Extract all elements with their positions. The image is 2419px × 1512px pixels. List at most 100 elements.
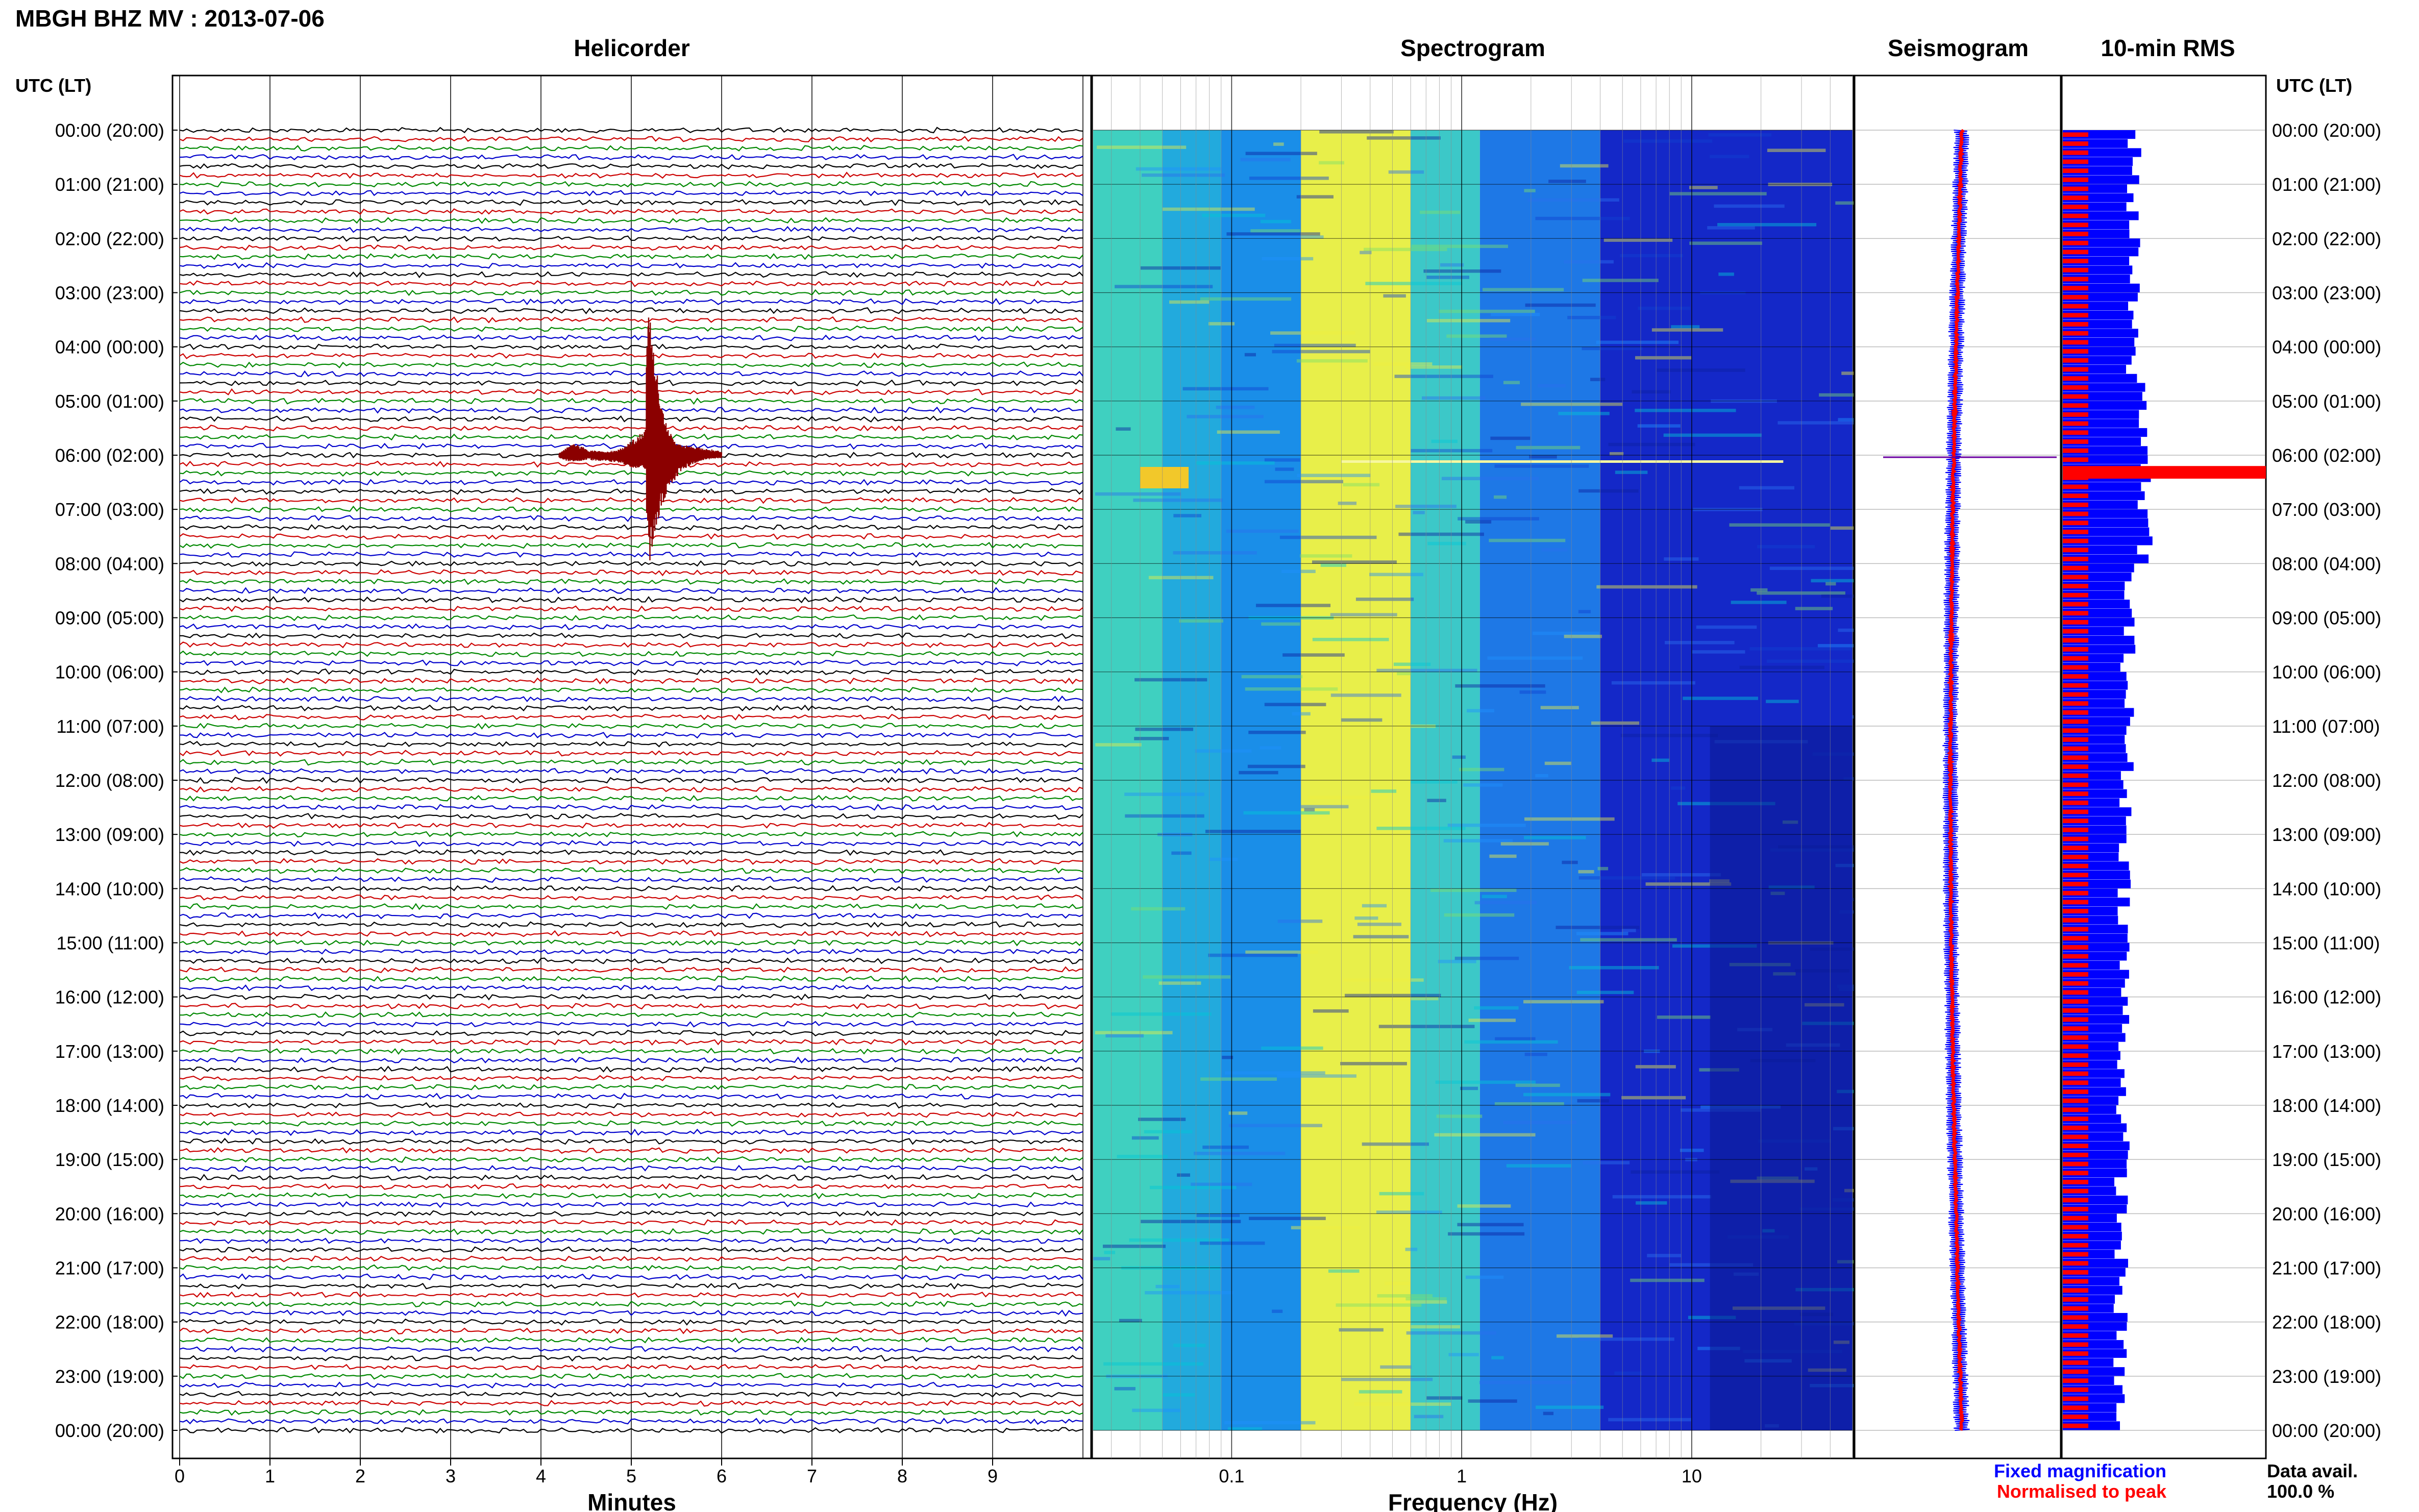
spectrogram-texture <box>1173 1344 1206 1347</box>
helicorder-trace <box>179 1427 1083 1434</box>
spectrogram-texture <box>1235 235 1324 239</box>
time-label-left: 00:00 (20:00) <box>55 120 164 141</box>
spectrogram-texture <box>1506 1164 1571 1168</box>
helicorder-trace <box>179 1084 1083 1091</box>
helicorder-trace <box>179 235 1083 242</box>
helicorder-trace <box>180 632 1083 639</box>
spectrogram-texture <box>1430 888 1517 892</box>
spectrogram-texture <box>1710 155 1749 159</box>
spectrogram-texture <box>1402 1325 1461 1329</box>
helicorder-trace <box>179 334 1083 341</box>
spectrogram-texture <box>1657 368 1745 372</box>
spectrogram-texture <box>1766 700 1799 703</box>
rms-bar-normalised <box>2063 1360 2088 1365</box>
rms-bar-normalised <box>2063 511 2088 516</box>
spectrogram-texture <box>1376 1210 1442 1214</box>
spectrogram-texture <box>1665 641 1735 645</box>
rms-bar-normalised <box>2063 1297 2088 1302</box>
helicorder-trace <box>179 1174 1083 1181</box>
spectrogram-texture <box>1362 904 1387 908</box>
rms-bar-normalised <box>2063 1270 2088 1275</box>
spectrogram-texture <box>1384 1281 1410 1285</box>
helicorder-trace <box>179 370 1083 377</box>
legend-normalised-to-peak: Normalised to peak <box>1997 1481 2167 1502</box>
rms-bar-normalised <box>2063 403 2088 408</box>
spectrogram-texture <box>1436 1114 1483 1118</box>
spectrogram-texture <box>1714 204 1785 208</box>
spectrogram-texture <box>1452 755 1466 759</box>
spectrogram-texture <box>1222 1055 1233 1059</box>
spectrogram-texture <box>1281 569 1316 574</box>
rms-bar-normalised <box>2063 565 2088 571</box>
spectrogram-texture <box>1583 1161 1630 1164</box>
spectrogram-texture <box>1448 1353 1479 1356</box>
time-label-right: 13:00 (09:00) <box>2272 824 2381 845</box>
rms-bar-normalised <box>2063 836 2088 841</box>
time-label-right: 15:00 (11:00) <box>2272 933 2380 954</box>
spectrogram-texture <box>1766 659 1855 663</box>
helicorder-trace <box>179 1164 1083 1172</box>
time-label-left: 10:00 (06:00) <box>55 662 164 683</box>
seismogram-fixed-trace <box>1942 130 1970 1431</box>
helicorder-trace <box>179 406 1083 414</box>
spectrogram-texture <box>1632 390 1671 394</box>
helicorder-trace <box>179 1255 1083 1262</box>
spectrogram-event-broadband <box>1341 460 1784 463</box>
spectrogram-texture <box>1457 1223 1524 1227</box>
helicorder-trace <box>179 804 1083 811</box>
rms-bar-normalised <box>2063 619 2088 625</box>
helicorder-trace <box>179 740 1083 748</box>
spectrogram-texture <box>1411 244 1508 249</box>
spectrogram-texture <box>1569 966 1659 970</box>
rms-bar-normalised <box>2063 1342 2088 1347</box>
spectrogram-texture <box>1307 796 1388 799</box>
spectrogram-texture <box>1380 1365 1412 1369</box>
helicorder-trace <box>179 1192 1083 1200</box>
minute-tick-label: 1 <box>265 1466 275 1486</box>
helicorder-trace <box>179 1120 1083 1127</box>
frequency-tick-label: 0.1 <box>1219 1466 1244 1486</box>
helicorder-trace <box>179 379 1083 387</box>
rms-bar-normalised <box>2063 448 2088 453</box>
rms-bar-normalised <box>2063 529 2088 534</box>
rms-bar-normalised <box>2063 719 2088 724</box>
helicorder-trace <box>179 1346 1083 1353</box>
spectrogram-texture <box>1577 1099 1609 1103</box>
time-label-right: 08:00 (04:00) <box>2272 553 2381 574</box>
spectrogram-texture <box>1669 192 1767 195</box>
rms-bar-normalised <box>2063 240 2088 245</box>
rms-bar-normalised <box>2063 1387 2088 1392</box>
rms-bar-normalised <box>2063 1080 2088 1085</box>
rms-bar-normalised <box>2063 502 2088 507</box>
minute-tick-label: 4 <box>536 1466 546 1486</box>
rms-bar-normalised <box>2063 900 2088 905</box>
spectrogram-texture <box>1200 297 1292 301</box>
spectrogram-texture <box>1249 1217 1326 1220</box>
helicorder-trace <box>179 181 1083 188</box>
helicorder-trace <box>179 433 1083 441</box>
helicorder-trace <box>179 244 1083 251</box>
spectrogram-texture <box>1104 1251 1116 1254</box>
spectrogram-texture <box>1260 219 1291 224</box>
spectrogram-texture <box>1426 319 1511 323</box>
spectrogram-texture <box>1202 213 1266 217</box>
spectrogram-texture <box>1426 1396 1463 1400</box>
spectrogram-texture <box>1355 598 1414 601</box>
helicorder-trace <box>179 939 1083 947</box>
spectrogram-texture <box>1817 644 1854 648</box>
spectrogram-texture <box>1457 1204 1511 1208</box>
spectrogram-texture <box>1590 378 1606 381</box>
spectrogram-texture <box>1300 805 1349 809</box>
spectrogram-texture <box>1173 551 1257 555</box>
rms-bar-normalised <box>2063 647 2088 652</box>
helicorder-trace <box>179 696 1083 703</box>
rms-bar-normalised <box>2063 150 2088 155</box>
spectrogram-texture <box>1244 353 1256 357</box>
spectrogram-texture <box>1454 956 1519 960</box>
rms-bar-normalised <box>2063 629 2088 634</box>
rms-bar-normalised <box>2063 890 2088 896</box>
spectrogram-texture <box>1434 1133 1536 1137</box>
helicorder-trace <box>179 1273 1083 1280</box>
spectrogram-texture <box>1422 396 1486 400</box>
spectrogram-texture <box>1637 424 1681 428</box>
